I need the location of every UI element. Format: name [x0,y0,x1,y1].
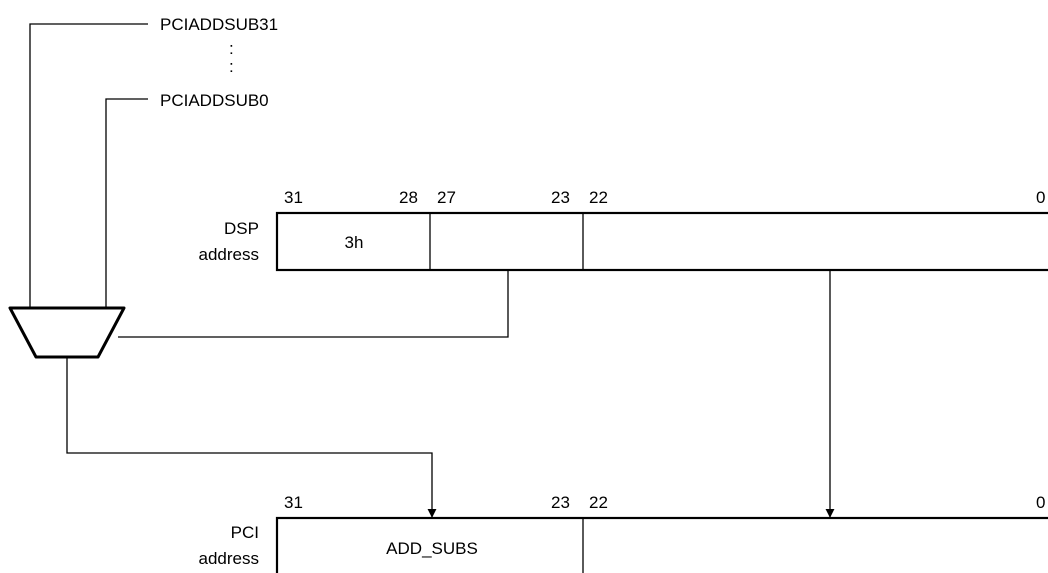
pci-label-line2: address [199,549,259,568]
dsp-label-line2: address [199,245,259,264]
mux-input-wire-0 [105,98,148,308]
dsp-bit-28: 28 [399,188,418,207]
mux-input-top-label: PCIADDSUB31 [160,15,278,34]
dsp-address-register [275,211,1048,272]
dsp-bit-22: 22 [589,188,608,207]
pci-field-upper: ADD_SUBS [386,539,478,558]
mux-input-wire-31 [29,23,148,308]
dsp-bit-0: 0 [1036,188,1045,207]
mux-input-bottom-label: PCIADDSUB0 [160,91,269,110]
dsp-bit-27: 27 [437,188,456,207]
mux-input-ellipsis-2: : [229,57,234,76]
pci-label-line1: PCI [231,523,259,542]
pci-address-register [275,516,1048,573]
pci-bit-22: 22 [589,493,608,512]
dsp-bit-31: 31 [284,188,303,207]
dsp-bit-23: 23 [551,188,570,207]
dsp-label-line1: DSP [224,219,259,238]
mux-output-wire [66,357,437,518]
pci-bit-0: 0 [1036,493,1045,512]
select-wire [118,270,509,338]
multiplexer [8,306,126,359]
pci-bit-31: 31 [284,493,303,512]
mux-input-ellipsis: : [229,39,234,58]
pci-bit-23: 23 [551,493,570,512]
dsp-field-upper: 3h [345,233,364,252]
